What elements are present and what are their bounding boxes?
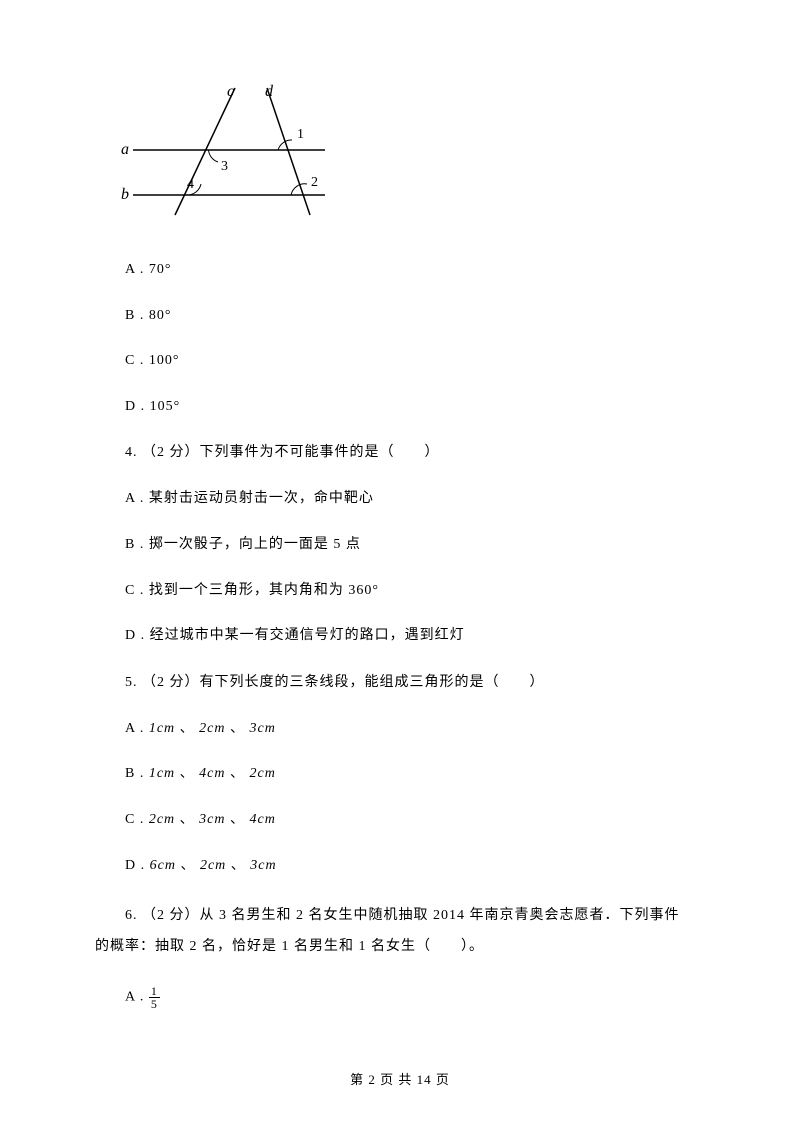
q5-option-b: B . 1cm 、 4cm 、 2cm [125, 764, 705, 784]
q6a-pre: A . [125, 989, 149, 1004]
q5-option-a: A . 1cm 、 2cm 、 3cm [125, 719, 705, 739]
label-1: 1 [297, 127, 304, 142]
q5a-s1: 、 [175, 721, 199, 736]
q3-option-c: C . 100° [125, 351, 705, 371]
q5d-v3: 3cm [250, 858, 276, 873]
q6-line1: 6. （2 分）从 3 名男生和 2 名女生中随机抽取 2014 年南京青奥会志… [125, 908, 680, 923]
q4-option-a: A . 某射击运动员射击一次，命中靶心 [125, 489, 705, 509]
geometry-diagram: a b c d 1 2 3 4 [115, 80, 705, 230]
q5b-pre: B . [125, 766, 149, 781]
frac-den: 5 [149, 998, 160, 1010]
line-d [267, 88, 310, 215]
q5b-s1: 、 [175, 766, 199, 781]
q5c-v3: 4cm [250, 812, 276, 827]
line-c [175, 88, 235, 215]
label-3: 3 [221, 159, 228, 174]
q5b-v3: 2cm [250, 766, 276, 781]
q5-option-c: C . 2cm 、 3cm 、 4cm [125, 810, 705, 830]
q5a-pre: A . [125, 721, 149, 736]
label-2: 2 [311, 175, 318, 190]
label-b: b [121, 186, 129, 203]
page-footer: 第 2 页 共 14 页 [0, 1069, 800, 1088]
label-4: 4 [187, 177, 194, 192]
q4-option-c: C . 找到一个三角形，其内角和为 360° [125, 581, 705, 601]
q5b-v2: 4cm [199, 766, 225, 781]
q5c-pre: C . [125, 812, 149, 827]
q5c-s1: 、 [175, 812, 199, 827]
q5a-v1: 1cm [149, 721, 175, 736]
q5d-s2: 、 [226, 858, 250, 873]
arc-2 [291, 184, 307, 195]
q5c-v1: 2cm [149, 812, 175, 827]
q5a-v3: 3cm [250, 721, 276, 736]
q6-stem: 6. （2 分）从 3 名男生和 2 名女生中随机抽取 2014 年南京青奥会志… [95, 901, 705, 963]
q5d-pre: D . [125, 858, 150, 873]
q5c-s2: 、 [226, 812, 250, 827]
q5c-v2: 3cm [199, 812, 225, 827]
q5b-v1: 1cm [149, 766, 175, 781]
q5d-v2: 2cm [200, 858, 226, 873]
q5d-v1: 6cm [150, 858, 176, 873]
q3-option-b: B . 80° [125, 306, 705, 326]
q4-option-d: D . 经过城市中某一有交通信号灯的路口，遇到红灯 [125, 626, 705, 646]
arc-1 [278, 140, 292, 150]
q3-option-a: A . 70° [125, 260, 705, 280]
label-d: d [265, 83, 274, 100]
arc-3 [209, 150, 219, 162]
q6-option-a: A . 15 [125, 985, 705, 1010]
label-c: c [227, 83, 234, 100]
q4-stem: 4. （2 分）下列事件为不可能事件的是（ ） [125, 442, 705, 463]
q5d-s1: 、 [176, 858, 200, 873]
q5a-s2: 、 [226, 721, 250, 736]
label-a: a [121, 141, 129, 158]
q5b-s2: 、 [226, 766, 250, 781]
q5-option-d: D . 6cm 、 2cm 、 3cm [125, 856, 705, 876]
q6-line2: 的概率：抽取 2 名，恰好是 1 名男生和 1 名女生（ ）。 [95, 939, 484, 954]
fraction-1-5: 15 [149, 985, 160, 1010]
q3-option-d: D . 105° [125, 397, 705, 417]
q5a-v2: 2cm [199, 721, 225, 736]
q5-stem: 5. （2 分）有下列长度的三条线段，能组成三角形的是（ ） [125, 672, 705, 693]
frac-num: 1 [149, 985, 160, 998]
q4-option-b: B . 掷一次骰子，向上的一面是 5 点 [125, 535, 705, 555]
